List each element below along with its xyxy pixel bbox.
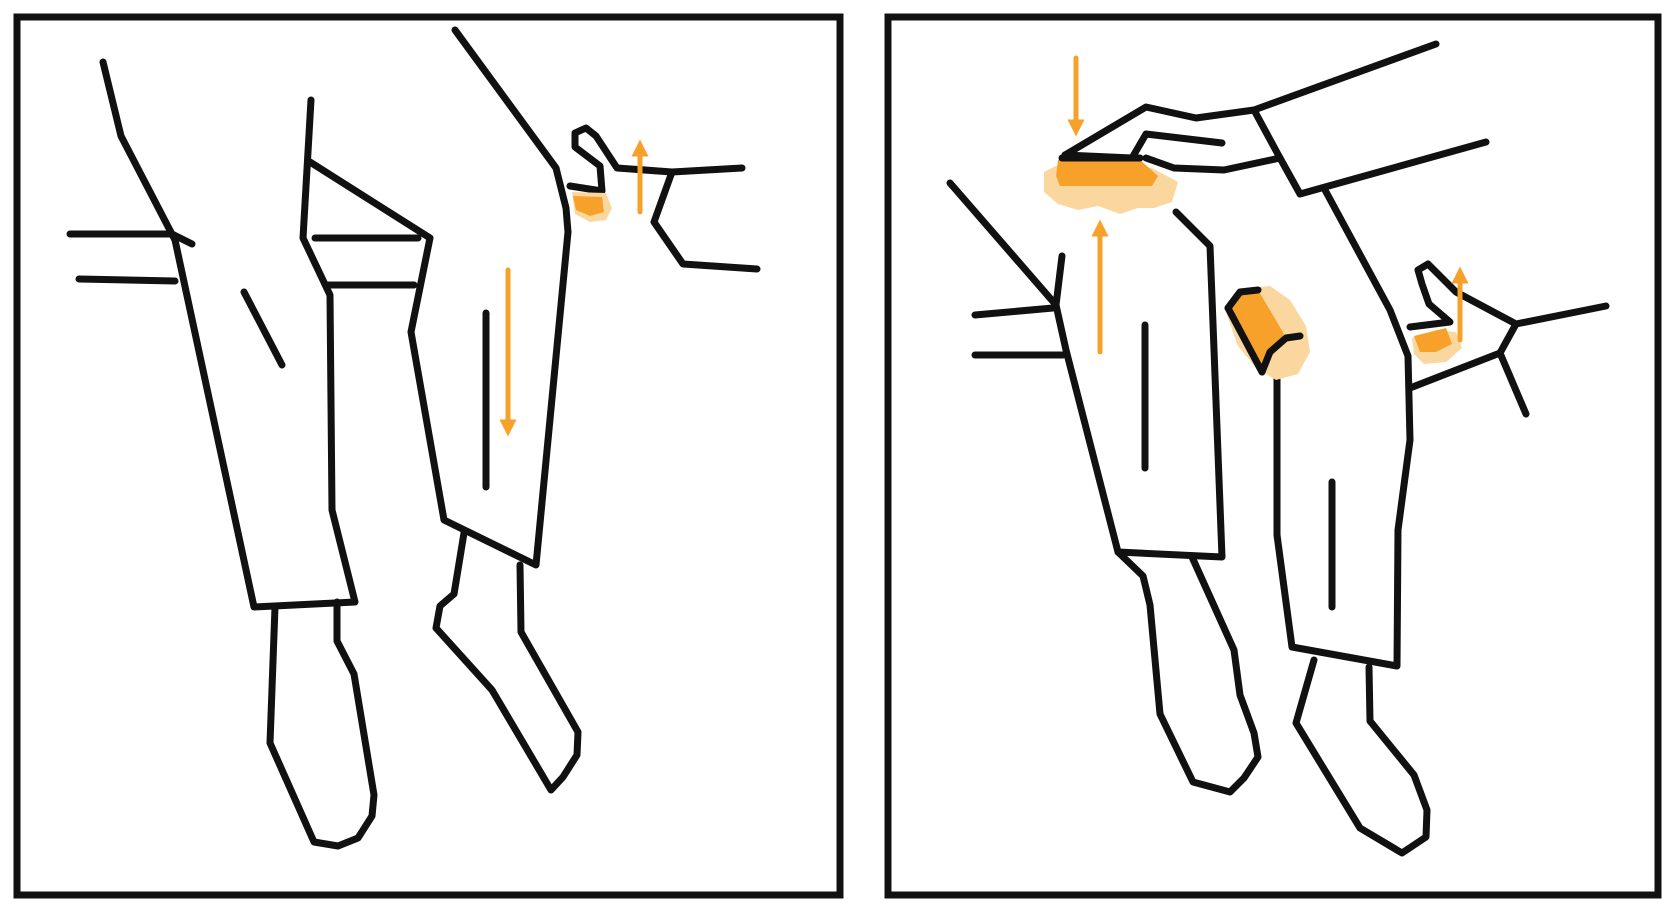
- right-hand-on-knee: [1061, 40, 1490, 198]
- right-back-hand-finger: [1496, 349, 1530, 418]
- right-pressure-point-back-of-knee: [1412, 328, 1462, 364]
- right-back-leg-outer: [946, 179, 1066, 309]
- right-calf-roll-bottom: [1258, 332, 1304, 376]
- left-front-leg: [306, 26, 582, 794]
- left-front-leg-thigh-top: [306, 158, 572, 569]
- right-calf-roll-side: [1224, 304, 1266, 376]
- left-chair-seat-upper: [66, 230, 196, 248]
- right-calf-roll-top: [1224, 286, 1262, 312]
- left-front-leg-foot: [432, 529, 582, 794]
- right-chair-seat: [971, 304, 1067, 359]
- right-back-hand-thumb: [1406, 260, 1610, 331]
- left-back-leg-outer: [99, 58, 359, 611]
- left-pressure-core: [573, 196, 604, 216]
- left-chair-seat-lower: [75, 275, 179, 285]
- right-front-leg-thigh-back: [1321, 186, 1412, 360]
- left-front-leg-thigh-back: [451, 26, 572, 236]
- left-back-leg-foot: [266, 598, 378, 850]
- right-back-knee-core: [1414, 328, 1452, 352]
- right-knee-top-core: [1056, 160, 1158, 186]
- left-panel: [13, 13, 844, 899]
- right-front-leg-thigh-top: [1273, 352, 1414, 670]
- left-chair-seat: [66, 230, 422, 289]
- left-pressure-point-back-of-knee: [572, 192, 612, 222]
- left-hand-behind-knee: [566, 124, 761, 273]
- right-pressure-point-calf: [1224, 286, 1310, 380]
- right-front-leg-foot: [1292, 656, 1431, 857]
- right-hand-behind-knee: [1406, 260, 1610, 418]
- right-top-hand-palm: [1142, 106, 1284, 174]
- left-back-leg-crease: [240, 288, 286, 369]
- right-panel: [884, 13, 1662, 899]
- left-panel-frame: [13, 13, 844, 899]
- left-back-leg: [99, 58, 378, 850]
- right-calf-core: [1228, 290, 1284, 366]
- right-pressure-point-knee-top: [1044, 154, 1178, 214]
- left-hand-thumb: [566, 124, 746, 195]
- right-front-leg: [1273, 186, 1431, 857]
- right-panel-frame: [884, 13, 1662, 899]
- right-chair-seat-upper: [971, 304, 1057, 319]
- right-back-leg-foot: [1114, 548, 1262, 796]
- right-back-leg-front: [1052, 208, 1226, 561]
- left-hand-palm: [650, 168, 761, 273]
- right-top-hand-outline: [1061, 40, 1440, 159]
- right-back-leg: [946, 179, 1262, 796]
- right-top-forearm: [1276, 138, 1490, 198]
